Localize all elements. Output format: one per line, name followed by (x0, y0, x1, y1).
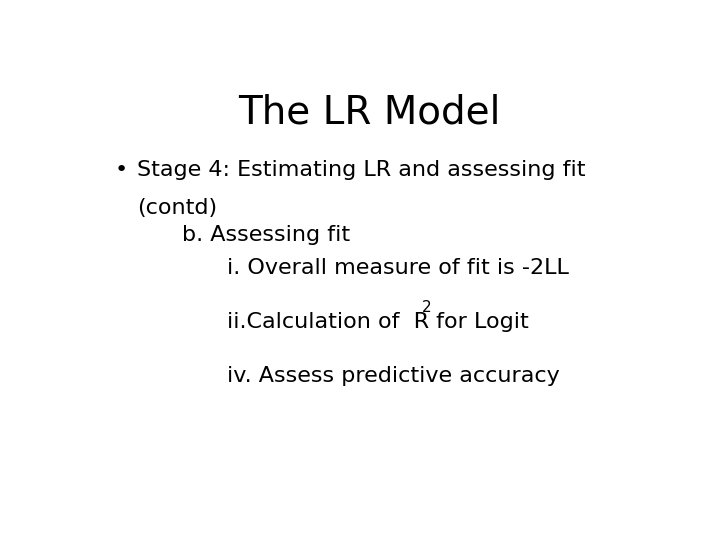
Text: ii.Calculation of  R: ii.Calculation of R (227, 312, 429, 332)
Text: b. Assessing fit: b. Assessing fit (182, 225, 350, 245)
Text: 2: 2 (422, 300, 431, 315)
Text: i. Overall measure of fit is -2LL: i. Overall measure of fit is -2LL (227, 258, 569, 278)
Text: Stage 4: Estimating LR and assessing fit: Stage 4: Estimating LR and assessing fit (138, 160, 586, 180)
Text: •: • (115, 160, 128, 180)
Text: The LR Model: The LR Model (238, 94, 500, 132)
Text: iv. Assess predictive accuracy: iv. Assess predictive accuracy (227, 366, 559, 386)
Text: for Logit: for Logit (428, 312, 528, 332)
Text: (contd): (contd) (138, 198, 217, 218)
